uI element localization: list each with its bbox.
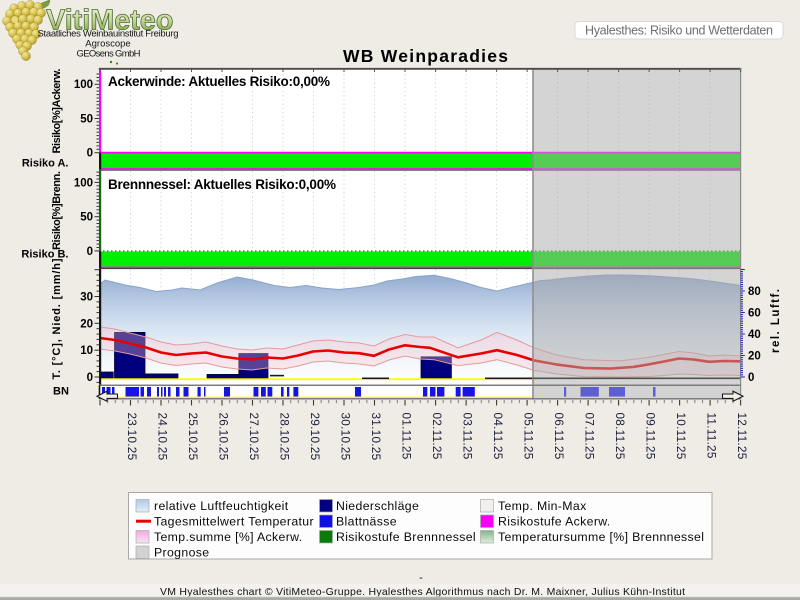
svg-text:100: 100 [74, 79, 93, 91]
svg-text:60: 60 [748, 308, 761, 320]
svg-text:100: 100 [74, 178, 93, 190]
svg-text:25.10.25: 25.10.25 [186, 413, 200, 461]
svg-text:VitiMeteo: VitiMeteo [46, 5, 173, 37]
svg-text:Risiko A.: Risiko A. [22, 157, 69, 169]
svg-text:23.10.25: 23.10.25 [125, 413, 139, 461]
svg-text:Tagesmittelwert Temperatur: Tagesmittelwert Temperatur [154, 515, 314, 529]
svg-text:-: - [419, 572, 423, 584]
svg-text:05.11.25: 05.11.25 [522, 413, 536, 460]
svg-text:Prognose: Prognose [154, 546, 209, 560]
svg-text:50: 50 [80, 113, 93, 125]
svg-text:07.11.25: 07.11.25 [583, 413, 597, 460]
svg-text:Risiko[%]Brenn.: Risiko[%]Brenn. [51, 171, 63, 250]
svg-text:80: 80 [748, 286, 761, 298]
svg-text:rel. Luftf.: rel. Luftf. [770, 289, 782, 353]
svg-text:08.11.25: 08.11.25 [613, 413, 627, 460]
svg-text:10: 10 [80, 345, 93, 357]
svg-text:Brennnessel: Aktuelles Risiko:: Brennnessel: Aktuelles Risiko:0,00% [108, 177, 336, 192]
svg-text:WB Weinparadies: WB Weinparadies [343, 46, 508, 66]
svg-text:Ackerwinde: Aktuelles Risiko:0: Ackerwinde: Aktuelles Risiko:0,00% [108, 74, 330, 89]
svg-text:VM Hyalesthes chart © VitiMete: VM Hyalesthes chart © VitiMeteo-Gruppe. … [160, 586, 685, 598]
svg-text:Risiko[%]Ackerw.: Risiko[%]Ackerw. [51, 69, 63, 154]
svg-text:0: 0 [87, 148, 93, 160]
svg-text:BN: BN [53, 386, 69, 398]
svg-text:T. [°C], Nied. [mm/h]: T. [°C], Nied. [mm/h] [51, 258, 63, 379]
svg-text:30.10.25: 30.10.25 [339, 413, 353, 461]
svg-text:26.10.25: 26.10.25 [217, 413, 231, 461]
svg-text:0: 0 [748, 372, 754, 384]
svg-text:relative Luftfeuchtigkeit: relative Luftfeuchtigkeit [154, 499, 289, 513]
svg-text:06.11.25: 06.11.25 [552, 413, 566, 460]
svg-text:Risikostufe Brennnessel: Risikostufe Brennnessel [336, 530, 476, 544]
svg-text:24.10.25: 24.10.25 [156, 413, 170, 461]
svg-text:04.11.25: 04.11.25 [491, 413, 505, 460]
svg-text:30: 30 [80, 292, 93, 304]
svg-text:Blattnässe: Blattnässe [336, 515, 397, 529]
svg-text:Agroscope: Agroscope [85, 39, 130, 50]
svg-text:GEOsens GmbH: GEOsens GmbH [77, 49, 141, 60]
svg-text:Risikostufe Ackerw.: Risikostufe Ackerw. [498, 515, 611, 529]
svg-text:Hyalesthes: Risiko und Wetterd: Hyalesthes: Risiko und Wetterdaten [585, 24, 773, 38]
svg-text:0: 0 [87, 372, 93, 384]
svg-text:27.10.25: 27.10.25 [247, 413, 261, 461]
svg-text:50: 50 [80, 212, 93, 224]
svg-text:03.11.25: 03.11.25 [461, 413, 475, 460]
svg-text:29.10.25: 29.10.25 [308, 413, 322, 461]
svg-text:10.11.25: 10.11.25 [674, 413, 688, 460]
svg-text:40: 40 [748, 329, 761, 341]
svg-text:Niederschläge: Niederschläge [336, 499, 419, 513]
svg-text:Temperatursumme [%] Brennnesse: Temperatursumme [%] Brennnessel [498, 530, 704, 544]
svg-text:20: 20 [80, 318, 93, 330]
svg-text:Staatliches Weinbauinstitut Fr: Staatliches Weinbauinstitut Freiburg [38, 29, 179, 40]
svg-text:01.11.25: 01.11.25 [400, 413, 414, 460]
svg-text:20: 20 [748, 351, 761, 363]
svg-text:31.10.25: 31.10.25 [369, 413, 383, 461]
svg-text:11.11.25: 11.11.25 [705, 413, 719, 459]
svg-text:Temp.summe [%] Ackerw.: Temp.summe [%] Ackerw. [154, 530, 302, 544]
svg-text:12.11.25: 12.11.25 [735, 413, 749, 460]
svg-text:28.10.25: 28.10.25 [278, 413, 292, 461]
svg-text:02.11.25: 02.11.25 [430, 413, 444, 460]
svg-text:Risiko B.: Risiko B. [21, 249, 68, 261]
svg-text:0: 0 [87, 246, 93, 258]
svg-text:Temp. Min-Max: Temp. Min-Max [498, 499, 587, 513]
svg-text:09.11.25: 09.11.25 [644, 413, 658, 460]
